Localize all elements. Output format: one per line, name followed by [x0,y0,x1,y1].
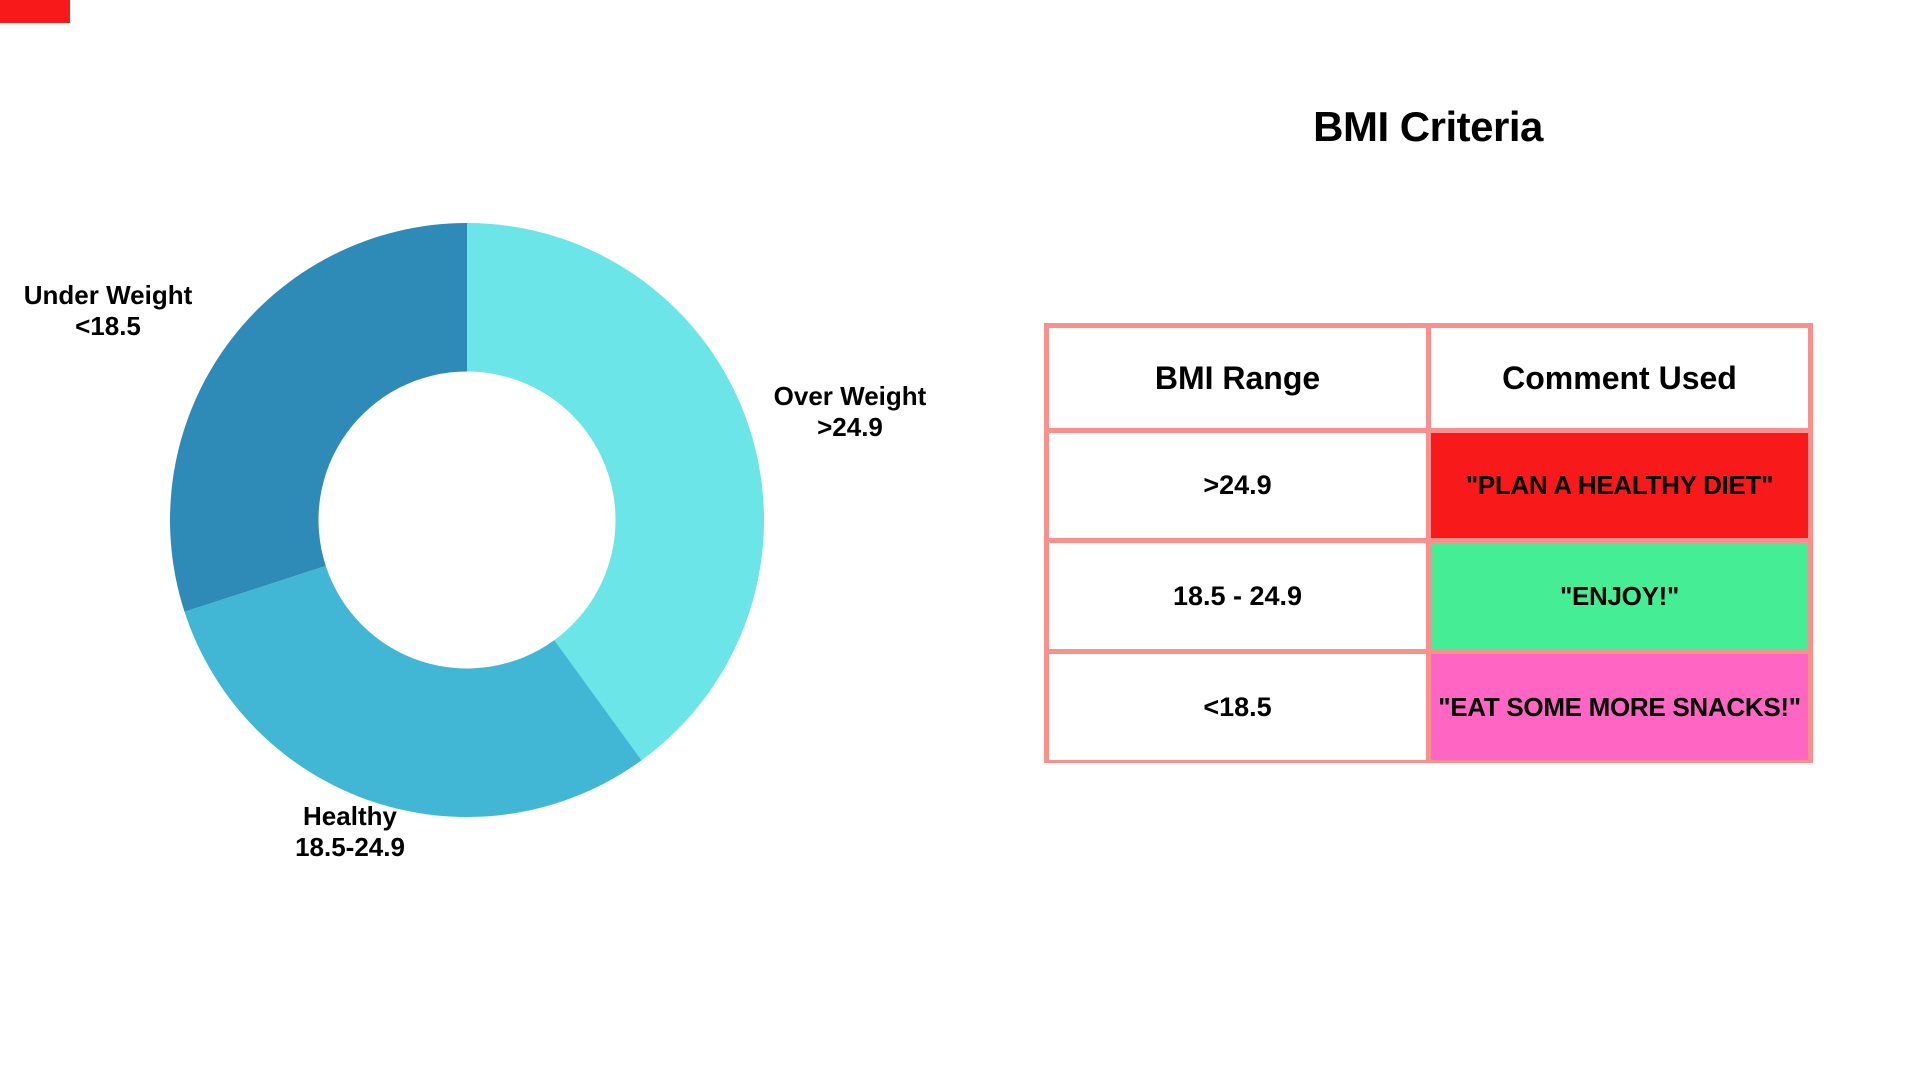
comment-cell-row-2: "ENJOY!" [1431,543,1808,649]
range-cell-row-1: >24.9 [1049,433,1426,538]
range-cell-row-3: <18.5 [1049,654,1426,760]
donut-label-under-weight-text: Under Weight [23,280,193,310]
corner-red-shape [0,0,70,23]
donut-label-healthy-text: Healthy [303,801,397,831]
donut-label-healthy-range: 18.5-24.9 [295,832,405,862]
range-cell-row-2: 18.5 - 24.9 [1049,543,1426,649]
comment-cell-row-3: "EAT SOME MORE SNACKS!" [1431,654,1808,760]
donut-label-over-weight-range: >24.9 [817,412,883,442]
bmi-donut-chart [167,220,767,820]
donut-label-under-weight-range: <18.5 [75,311,141,341]
bmi-criteria-table: BMI Range Comment Used >24.9 "PLAN A HEA… [1044,323,1813,763]
donut-slice-healthy [184,565,642,817]
donut-slice-over-weight [467,223,765,761]
header-cell-bmi-range: BMI Range [1049,328,1426,428]
donut-slice-under-weight [170,223,467,612]
donut-label-healthy: Healthy 18.5-24.9 [250,801,450,863]
donut-label-under-weight: Under Weight <18.5 [0,280,218,342]
comment-cell-row-1: "PLAN A HEALTHY DIET" [1431,433,1808,538]
donut-label-over-weight: Over Weight >24.9 [750,381,950,443]
donut-svg [170,223,765,817]
header-cell-comment-used: Comment Used [1431,328,1808,428]
donut-label-over-weight-text: Over Weight [773,381,927,411]
table-title: BMI Criteria [1313,103,1543,150]
